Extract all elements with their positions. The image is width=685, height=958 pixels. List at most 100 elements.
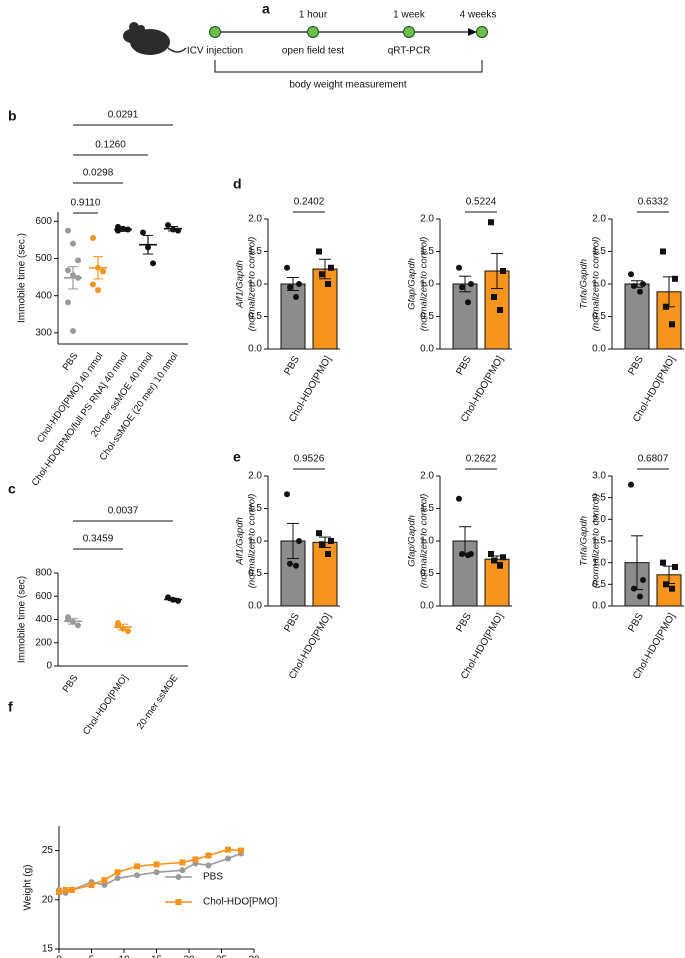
- x-tick-label: 15: [151, 955, 163, 958]
- data-point: [660, 248, 666, 255]
- mouse-icon: [123, 22, 187, 55]
- data-point: [459, 551, 465, 557]
- y-tick-label: 0.5: [248, 311, 262, 322]
- data-point: [293, 294, 299, 300]
- bar: [452, 283, 478, 350]
- y-tick-label: 600: [35, 216, 52, 227]
- y-tick-label: 0.5: [420, 568, 434, 579]
- data-point: [631, 282, 637, 289]
- y-tick-label: 2.0: [420, 214, 434, 225]
- x-tick-label: PBS: [61, 351, 81, 373]
- y-axis-label: (normalized to control): [247, 494, 258, 589]
- y-axis-label: (normalized to control): [591, 494, 602, 589]
- data-point: [328, 538, 334, 544]
- data-point: [459, 284, 465, 291]
- data-point: [672, 564, 678, 570]
- y-tick-label: 20: [42, 894, 54, 905]
- p-value: 0.5224: [466, 197, 497, 208]
- data-point: [179, 859, 186, 866]
- y-tick-label: 1.5: [248, 246, 262, 257]
- p-value: 0.1260: [95, 140, 126, 151]
- y-tick-label: 400: [35, 614, 52, 625]
- y-tick-label: 0: [46, 661, 52, 672]
- y-tick-label: 2.0: [592, 214, 606, 225]
- data-point: [153, 869, 160, 876]
- data-point: [65, 299, 71, 306]
- timeline-label: 1 week: [393, 10, 426, 21]
- data-point: [65, 267, 71, 274]
- data-point: [660, 559, 666, 566]
- y-tick-label: 1.0: [592, 557, 606, 568]
- timeline-label: ICV injection: [187, 46, 243, 57]
- y-tick-label: 200: [35, 637, 52, 648]
- data-point: [134, 872, 140, 879]
- y-axis-label: Gfap/Gapdh: [407, 515, 418, 567]
- y-tick-label: 2.0: [592, 514, 606, 525]
- y-tick-label: 2.0: [248, 214, 262, 225]
- data-point: [225, 855, 231, 862]
- y-tick-label: 25: [42, 845, 54, 856]
- data-point: [500, 268, 506, 274]
- data-point: [296, 281, 302, 287]
- data-point: [500, 554, 506, 561]
- y-tick-label: 1.0: [592, 279, 606, 290]
- y-tick-label: 0.0: [248, 601, 262, 612]
- y-tick-label: 1.5: [592, 536, 606, 547]
- y-axis-label: Gfap/Gapdh: [407, 258, 418, 310]
- data-point: [491, 557, 497, 564]
- data-point: [284, 264, 290, 271]
- p-value: 0.6332: [638, 197, 669, 208]
- timeline: [209, 26, 488, 73]
- data-point: [90, 235, 96, 242]
- x-tick-label: PBS: [454, 354, 474, 377]
- y-tick-label: 0.0: [420, 601, 434, 612]
- data-point: [497, 562, 503, 569]
- data-point: [114, 869, 121, 876]
- legend-marker: [175, 899, 182, 905]
- x-tick-label: PBS: [61, 673, 81, 695]
- data-point: [325, 281, 331, 287]
- data-point: [153, 861, 160, 868]
- panel-label: e: [233, 449, 241, 465]
- data-point: [75, 257, 81, 264]
- data-point: [296, 538, 302, 544]
- data-point: [125, 628, 131, 635]
- legend-label: PBS: [203, 872, 223, 883]
- data-point: [672, 275, 678, 282]
- y-tick-label: 0.0: [420, 344, 434, 355]
- panel-label: f: [8, 699, 13, 715]
- y-tick-label: 0.5: [592, 579, 606, 590]
- y-tick-label: 400: [35, 290, 52, 301]
- y-tick-label: 3.0: [592, 471, 606, 482]
- data-point: [497, 307, 503, 313]
- data-point: [90, 281, 96, 288]
- data-point: [628, 481, 634, 488]
- data-point: [88, 882, 95, 889]
- p-value: 0.0298: [83, 168, 114, 179]
- timeline-label: open field test: [282, 46, 344, 57]
- data-point: [325, 551, 331, 557]
- data-point: [101, 877, 108, 884]
- bar: [280, 283, 306, 350]
- data-point: [192, 856, 199, 863]
- x-tick-label: 20-mer ssMOE: [135, 673, 181, 732]
- panel-label: b: [8, 108, 17, 124]
- y-tick-label: 1.5: [420, 503, 434, 514]
- data-point: [663, 581, 669, 588]
- p-value: 0.9110: [71, 198, 101, 209]
- y-axis-label: Tnfa/Gapdh: [579, 516, 590, 566]
- data-point: [637, 288, 643, 295]
- data-point: [100, 268, 106, 275]
- p-value: 0.6807: [638, 454, 669, 465]
- panel-label: d: [233, 176, 242, 192]
- p-value: 0.2402: [294, 197, 325, 208]
- data-point: [179, 867, 186, 874]
- y-tick-label: 2.0: [248, 471, 262, 482]
- x-tick-label: PBS: [626, 354, 646, 377]
- timeline-label: qRT-PCR: [388, 46, 431, 57]
- data-point: [165, 222, 171, 229]
- data-point: [225, 846, 231, 853]
- data-point: [640, 281, 646, 287]
- x-tick-label: 25: [216, 955, 228, 958]
- y-axis-label: (normalized to control): [419, 237, 430, 332]
